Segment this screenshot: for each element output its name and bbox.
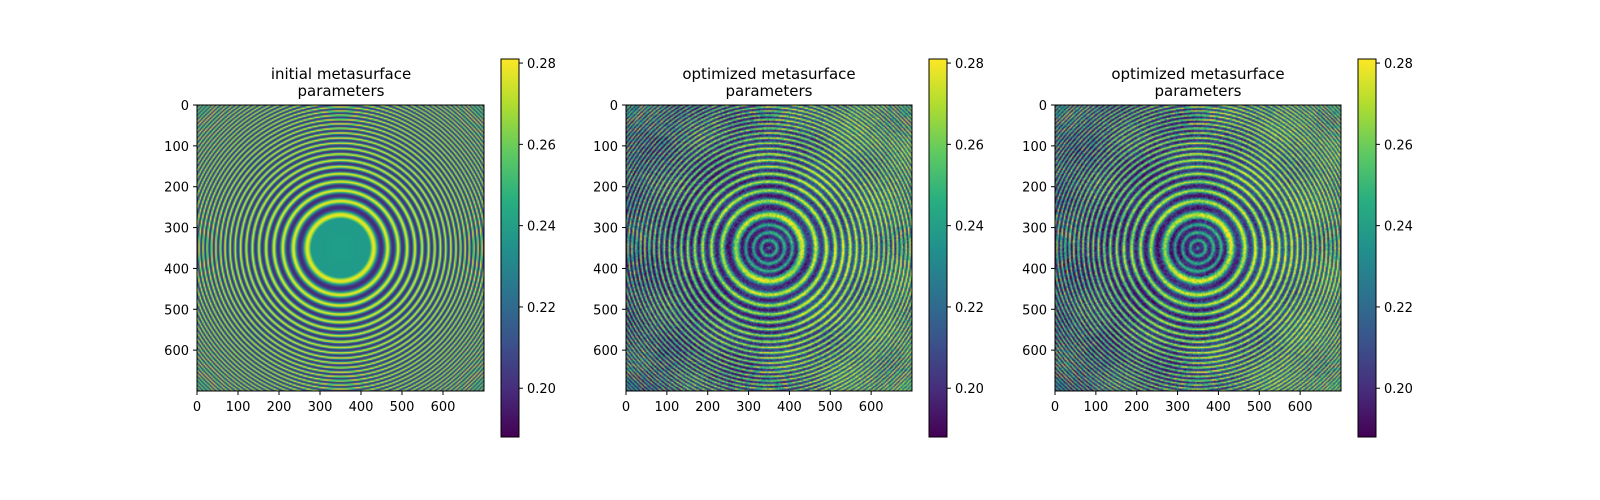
- panel-3-y-tick-label: 400: [1022, 262, 1047, 277]
- panel-3-colorbar-tick-label: 0.22: [1384, 301, 1413, 316]
- panel-3-y-tick-label: 600: [1022, 344, 1047, 359]
- panel-2-heatmap: [626, 105, 912, 391]
- panel-2-title-line2: parameters: [725, 82, 812, 100]
- panel-1-x-tick-label: 100: [226, 400, 251, 415]
- panel-3-title-line1: optimized metasurface: [1111, 65, 1284, 83]
- panel-3-colorbar-tick-label: 0.20: [1384, 382, 1413, 397]
- panel-3-x-tick-label: 400: [1206, 400, 1231, 415]
- panel-1-colorbar-tick-label: 0.24: [527, 220, 556, 235]
- panel-1-x-tick-label: 0: [193, 400, 201, 415]
- panel-1-y-tick-label: 500: [164, 303, 189, 318]
- panel-1-colorbar-tick-label: 0.26: [527, 138, 556, 153]
- panel-3-y-tick-label: 500: [1022, 303, 1047, 318]
- panel-2-colorbar-ticks: 0.20 0.22 0.24 0.26 0.28: [947, 57, 984, 397]
- panel-1-x-tick-label: 500: [390, 400, 415, 415]
- panel-1-y-tick-label: 600: [164, 344, 189, 359]
- panel-2-x-tick-label: 600: [859, 400, 884, 415]
- panel-2-x-tick-label: 200: [695, 400, 720, 415]
- panel-1-heatmap: [197, 105, 484, 391]
- panel-2-y-tick-label: 300: [593, 222, 618, 237]
- panel-3-x-tick-label: 300: [1165, 400, 1190, 415]
- panel-1-x-tick-label: 600: [431, 400, 456, 415]
- panel-2-colorbar-tick-label: 0.28: [955, 57, 984, 72]
- panel-1: initial metasurface parameters 0 100 200 30…: [164, 57, 556, 438]
- panel-1-title-line1: initial metasurface: [271, 65, 411, 83]
- panel-1-title-line2: parameters: [297, 82, 384, 100]
- panel-1-colorbar-tick-label: 0.22: [527, 301, 556, 316]
- panel-3-colorbar-tick-label: 0.28: [1384, 57, 1413, 72]
- panel-2-y-ticks: 0 100 200 300 400 500 600: [593, 99, 626, 359]
- panel-1-y-tick-label: 200: [164, 181, 189, 196]
- panel-3-y-ticks: 0 100 200 300 400 500 600: [1022, 99, 1055, 359]
- panel-1-y-ticks: 0 100 200 300 400 500 600: [164, 99, 197, 359]
- panel-1-colorbar-tick-label: 0.28: [527, 57, 556, 72]
- panel-1-x-tick-label: 400: [349, 400, 374, 415]
- panel-3-x-tick-label: 100: [1083, 400, 1108, 415]
- panel-3-colorbar: [1357, 58, 1377, 438]
- panel-1-colorbar-tick-label: 0.20: [527, 382, 556, 397]
- panel-1-x-tick-label: 200: [267, 400, 292, 415]
- panel-2-x-tick-label: 0: [622, 400, 630, 415]
- panel-1-y-tick-label: 300: [164, 222, 189, 237]
- panel-2-title-line1: optimized metasurface: [682, 65, 855, 83]
- panel-2-x-tick-label: 300: [736, 400, 761, 415]
- panel-2-y-tick-label: 0: [610, 99, 618, 114]
- panel-3-x-tick-label: 0: [1051, 400, 1059, 415]
- panel-3-y-tick-label: 0: [1039, 99, 1047, 114]
- panel-2-colorbar-tick-label: 0.24: [955, 220, 984, 235]
- panel-2-frame: [625, 104, 913, 392]
- panel-3-x-ticks: 0 100 200 300 400 500 600: [1051, 391, 1313, 415]
- panel-1-y-tick-label: 0: [181, 99, 189, 114]
- panel-2-y-tick-label: 500: [593, 303, 618, 318]
- panel-2-colorbar: [928, 58, 948, 438]
- panel-3-x-tick-label: 500: [1247, 400, 1272, 415]
- panel-1-x-ticks: 0 100 200 300 400 500 600: [193, 391, 456, 415]
- panel-3-x-tick-label: 600: [1288, 400, 1313, 415]
- panel-2-y-tick-label: 200: [593, 181, 618, 196]
- panel-3-title-line2: parameters: [1154, 82, 1241, 100]
- panel-2-x-tick-label: 400: [777, 400, 802, 415]
- panel-1-colorbar: [500, 58, 520, 438]
- panel-2-y-tick-label: 600: [593, 344, 618, 359]
- panel-3-x-tick-label: 200: [1124, 400, 1149, 415]
- panel-1-x-tick-label: 300: [308, 400, 333, 415]
- panel-3-frame: [1054, 104, 1342, 392]
- panel-3-y-tick-label: 100: [1022, 140, 1047, 155]
- panel-2-colorbar-tick-label: 0.26: [955, 138, 984, 153]
- panel-3-y-tick-label: 200: [1022, 181, 1047, 196]
- panel-3-colorbar-ticks: 0.20 0.22 0.24 0.26 0.28: [1376, 57, 1413, 397]
- panel-2-x-tick-label: 500: [818, 400, 843, 415]
- panel-2-colorbar-tick-label: 0.22: [955, 301, 984, 316]
- panel-2-x-ticks: 0 100 200 300 400 500 600: [622, 391, 884, 415]
- panel-1-y-tick-label: 400: [164, 262, 189, 277]
- panel-3-colorbar-tick-label: 0.26: [1384, 138, 1413, 153]
- panel-3-colorbar-tick-label: 0.24: [1384, 220, 1413, 235]
- panel-3: optimized metasurface parameters 0 100 200…: [1022, 57, 1413, 438]
- panel-2: optimized metasurface parameters 0 100 200…: [593, 57, 984, 438]
- panel-2-y-tick-label: 100: [593, 140, 618, 155]
- panel-1-y-tick-label: 100: [164, 140, 189, 155]
- panel-1-frame: [196, 104, 485, 392]
- panel-2-x-tick-label: 100: [654, 400, 679, 415]
- panel-3-heatmap: [1055, 105, 1341, 391]
- panel-2-y-tick-label: 400: [593, 262, 618, 277]
- panel-1-colorbar-ticks: 0.20 0.22 0.24 0.26 0.28: [519, 57, 556, 397]
- panel-2-colorbar-tick-label: 0.20: [955, 382, 984, 397]
- panel-3-y-tick-label: 300: [1022, 222, 1047, 237]
